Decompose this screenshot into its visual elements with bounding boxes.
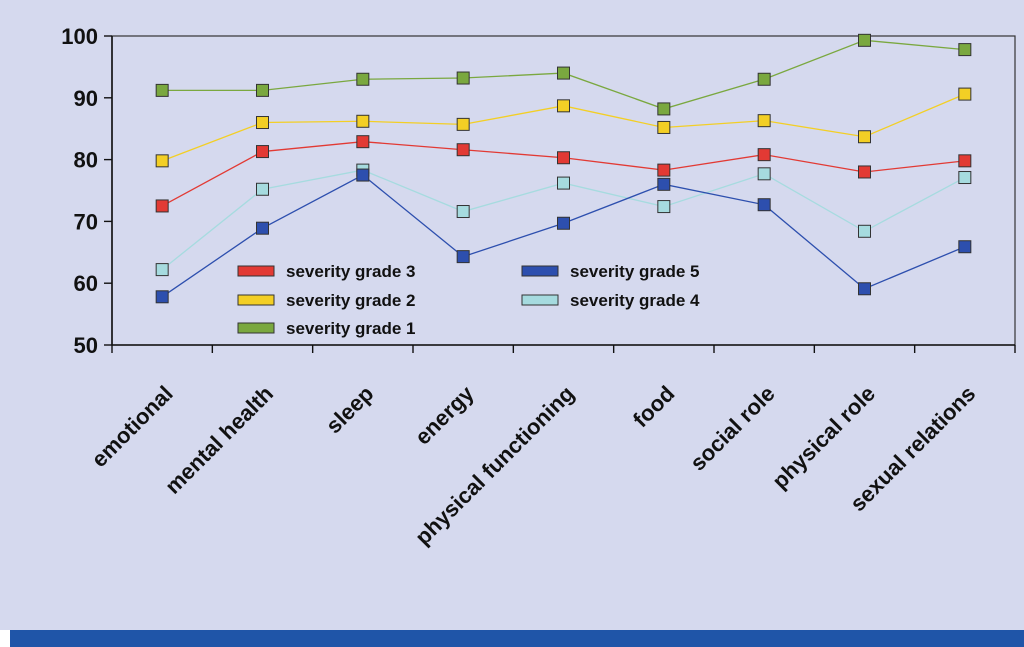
x-tick-label: sleep bbox=[321, 381, 378, 438]
legend-item: severity grade 5 bbox=[521, 262, 699, 281]
data-point bbox=[456, 205, 470, 219]
y-tick-label: 80 bbox=[74, 148, 98, 173]
data-point bbox=[155, 263, 169, 277]
series-severity-grade-4 bbox=[155, 163, 972, 277]
y-tick-label: 50 bbox=[74, 333, 98, 358]
data-point bbox=[858, 33, 871, 47]
y-tick-label: 100 bbox=[61, 24, 98, 49]
series-severity-grade-5 bbox=[155, 168, 972, 304]
data-point bbox=[958, 171, 972, 185]
series-line bbox=[161, 174, 966, 298]
x-tick-label: food bbox=[628, 381, 679, 432]
data-point bbox=[858, 130, 871, 144]
data-point bbox=[557, 176, 570, 190]
data-point bbox=[256, 182, 269, 196]
data-point bbox=[858, 282, 871, 296]
data-point bbox=[657, 120, 671, 134]
series-severity-grade-1 bbox=[155, 33, 972, 116]
legend-swatch bbox=[521, 294, 559, 306]
data-point bbox=[657, 177, 671, 191]
legend-item: severity grade 3 bbox=[237, 262, 415, 281]
x-tick-label: energy bbox=[410, 380, 479, 449]
data-point bbox=[958, 43, 972, 57]
legend-swatch bbox=[237, 265, 275, 277]
data-point bbox=[757, 198, 771, 212]
legend-label: severity grade 3 bbox=[286, 262, 415, 281]
data-point bbox=[958, 87, 972, 101]
data-point bbox=[356, 135, 370, 149]
data-point bbox=[557, 151, 570, 165]
data-point bbox=[557, 216, 570, 230]
data-point bbox=[757, 167, 771, 181]
x-tick-label: mental health bbox=[160, 381, 278, 499]
x-tick-label: physical role bbox=[767, 381, 880, 494]
data-point bbox=[757, 114, 771, 128]
data-point bbox=[657, 102, 671, 116]
data-point bbox=[958, 154, 972, 168]
series-severity-grade-3 bbox=[155, 135, 972, 213]
data-point bbox=[256, 145, 269, 159]
bottom-banner-notch bbox=[0, 630, 10, 647]
data-point bbox=[858, 224, 871, 238]
legend-swatch bbox=[237, 322, 275, 334]
data-point bbox=[958, 240, 972, 254]
legend-label: severity grade 2 bbox=[286, 291, 415, 310]
legend: severity grade 3 severity grade 5 severity… bbox=[237, 262, 700, 338]
data-point bbox=[155, 154, 169, 168]
data-point bbox=[155, 199, 169, 213]
data-point bbox=[256, 83, 269, 97]
legend-label: severity grade 4 bbox=[570, 291, 700, 310]
legend-item: severity grade 1 bbox=[237, 319, 415, 338]
series-layer bbox=[155, 33, 972, 304]
data-point bbox=[456, 143, 470, 157]
legend-item: severity grade 4 bbox=[521, 291, 700, 310]
data-point bbox=[256, 116, 269, 130]
data-point bbox=[757, 148, 771, 162]
legend-label: severity grade 1 bbox=[286, 319, 415, 338]
data-point bbox=[356, 168, 370, 182]
data-point bbox=[356, 114, 370, 128]
data-point bbox=[858, 165, 871, 179]
x-tick-label: social role bbox=[685, 381, 780, 476]
y-tick-label: 90 bbox=[74, 86, 98, 111]
data-point bbox=[757, 72, 771, 86]
data-point bbox=[456, 250, 470, 264]
data-point bbox=[657, 200, 671, 214]
data-point bbox=[456, 117, 470, 131]
series-severity-grade-2 bbox=[155, 87, 972, 168]
data-point bbox=[557, 99, 570, 113]
data-point bbox=[456, 71, 470, 85]
legend-swatch bbox=[521, 265, 559, 277]
data-point bbox=[256, 221, 269, 235]
data-point bbox=[155, 83, 169, 97]
data-point bbox=[557, 66, 570, 80]
y-tick-label: 70 bbox=[74, 209, 98, 234]
x-tick-label: emotional bbox=[87, 381, 178, 472]
data-point bbox=[657, 163, 671, 177]
data-point bbox=[356, 72, 370, 86]
bottom-banner bbox=[0, 630, 1024, 647]
legend-item: severity grade 2 bbox=[237, 291, 415, 310]
data-point bbox=[155, 290, 169, 304]
y-tick-label: 60 bbox=[74, 271, 98, 296]
legend-label: severity grade 5 bbox=[570, 262, 699, 281]
legend-swatch bbox=[237, 294, 275, 306]
